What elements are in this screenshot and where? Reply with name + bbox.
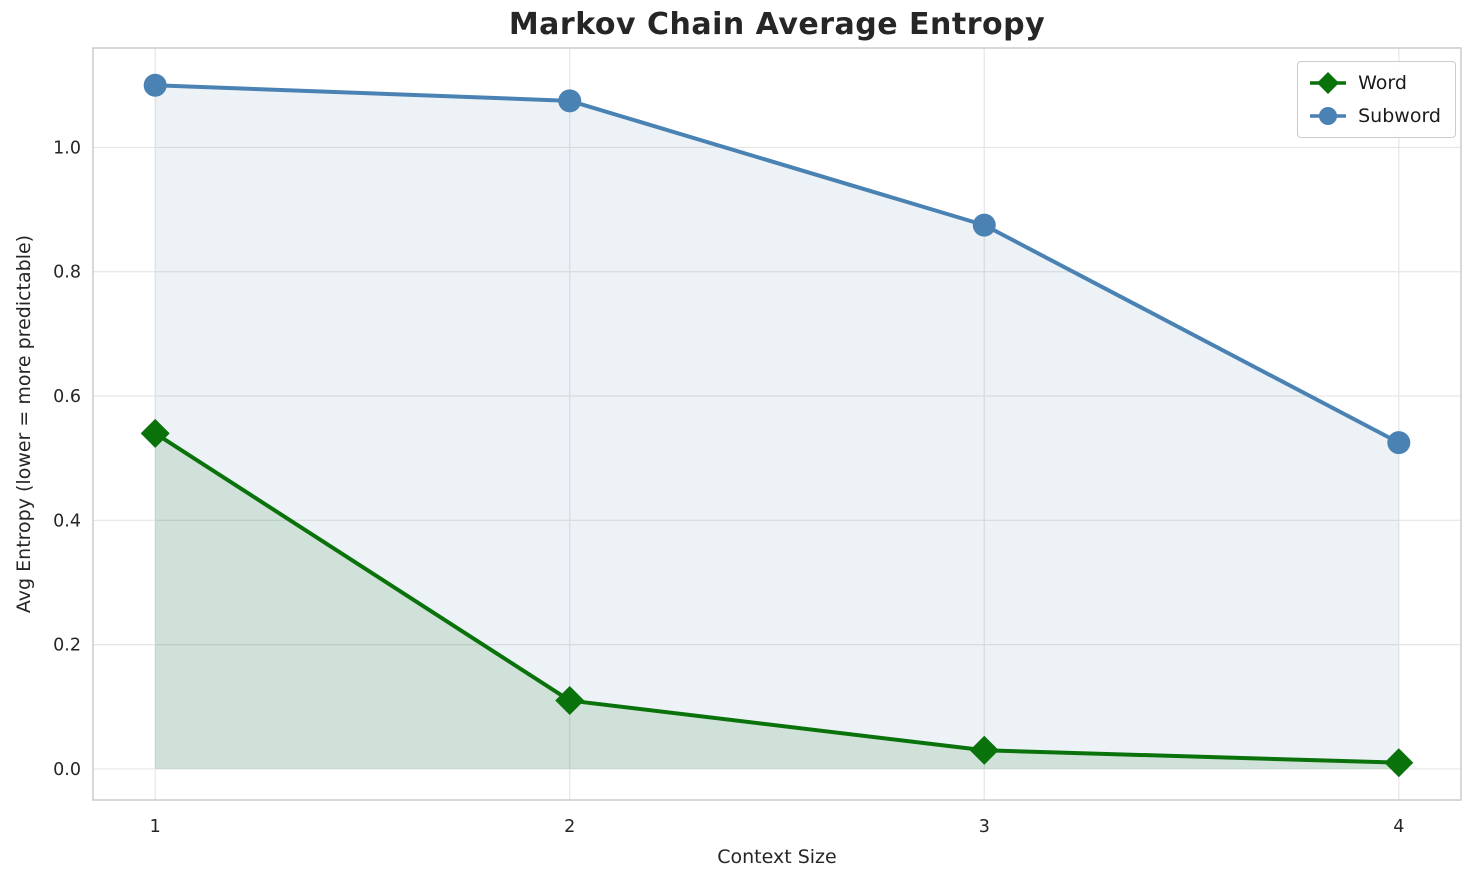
y-tick-label: 0.2 <box>53 636 81 656</box>
x-tick-label: 4 <box>1393 817 1404 837</box>
y-tick-label: 0.4 <box>53 511 81 531</box>
x-tick-label: 3 <box>979 817 990 837</box>
legend-item-subword: Subword <box>1308 103 1441 129</box>
marker-diamond-word <box>140 418 170 448</box>
x-tick-label: 2 <box>564 817 575 837</box>
area-fill-subword <box>155 85 1399 769</box>
marker-diamond-word <box>1384 748 1414 778</box>
area-fill-word <box>155 433 1399 769</box>
y-tick-label: 1.0 <box>53 138 81 158</box>
legend: Word Subword <box>1297 61 1456 138</box>
y-tick-label: 0.0 <box>53 760 81 780</box>
marker-diamond-word <box>969 735 999 765</box>
legend-circle-icon <box>1310 107 1347 125</box>
marker-circle-subword <box>558 89 582 113</box>
legend-diamond-icon <box>1310 72 1347 94</box>
chart-title: Markov Chain Average Entropy <box>508 7 1046 42</box>
marker-diamond-word <box>555 686 585 716</box>
y-tick-label: 0.8 <box>53 263 81 283</box>
x-tick-label: 1 <box>150 817 161 837</box>
y-tick-label: 0.6 <box>53 387 81 407</box>
series-line-word <box>153 431 1401 765</box>
series-line-subword <box>153 83 1401 445</box>
y-axis-label: Avg Entropy (lower = more predictable) <box>13 234 35 614</box>
marker-circle-subword <box>143 73 167 97</box>
marker-circle-subword <box>1387 431 1411 455</box>
x-axis-label: Context Size <box>717 846 837 868</box>
legend-item-word: Word <box>1308 70 1441 96</box>
marker-circle-subword <box>972 213 996 237</box>
legend-label: Word <box>1358 72 1407 94</box>
axes-border <box>92 47 1462 801</box>
legend-label: Subword <box>1358 105 1441 127</box>
